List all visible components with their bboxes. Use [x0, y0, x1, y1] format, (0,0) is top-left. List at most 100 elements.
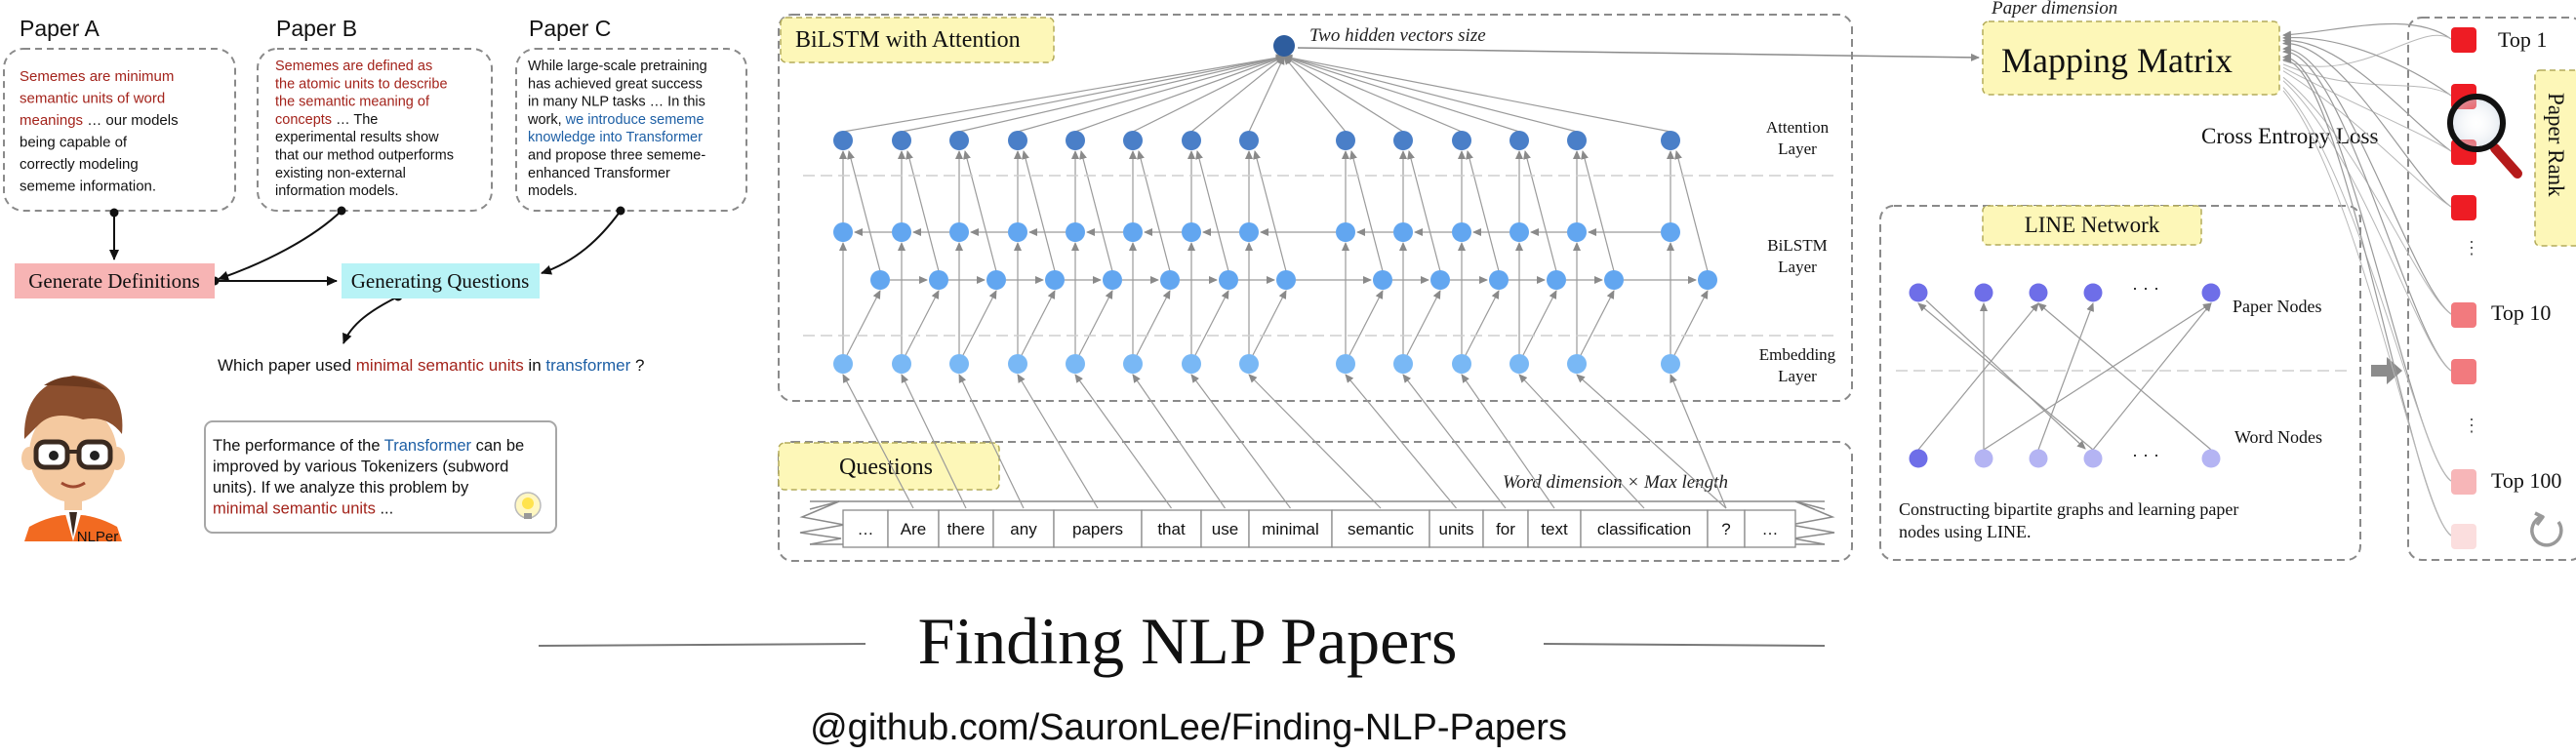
text-run: existing non-external: [275, 166, 406, 181]
speech-text-line: units). If we analyze this problem by: [213, 479, 469, 497]
attention-node: [949, 131, 969, 150]
paper-c-text-line: While large-scale pretraining: [528, 59, 707, 74]
attention-edge: [1283, 56, 1463, 133]
paper-c-text-line: work, we introduce sememe: [527, 112, 704, 128]
paper-a-text-line: being capable of: [20, 135, 128, 151]
attention-node: [892, 131, 911, 150]
embed-to-lower-edge: [1673, 290, 1709, 356]
question-run: Which paper used: [218, 356, 356, 375]
rank-edge-return: [2282, 63, 2452, 97]
lower-to-attention-edge: [1523, 150, 1557, 272]
rank-to-mapping-edges: [2282, 22, 2452, 537]
embed-to-lower-edge: [1021, 290, 1056, 356]
text-run: semantic units of word: [20, 91, 165, 107]
paper-rank-label: Paper Rank: [2544, 93, 2568, 197]
attention-node: [833, 131, 853, 150]
lower-to-attention-edge: [1195, 150, 1229, 272]
speech-text: The performance of the Transformer can b…: [213, 437, 524, 518]
backward-lstm-node: [1567, 222, 1587, 242]
generating-questions-box: [342, 263, 540, 298]
backward-lstm-node: [1182, 222, 1201, 242]
paper-rank-box: [2534, 69, 2576, 247]
backward-lstm-node: [1239, 222, 1259, 242]
token-cell: [1482, 509, 1529, 548]
token-cell: [1248, 509, 1333, 548]
text-run: knowledge into Transformer: [528, 130, 703, 145]
attention-edge: [1190, 56, 1285, 133]
forward-lstm-node: [1430, 270, 1450, 290]
lower-to-attention-edge: [1349, 150, 1384, 272]
lower-to-attention-edge: [963, 150, 997, 272]
question-run: in: [524, 356, 546, 375]
rank-edge-return: [2282, 70, 2452, 208]
token-edge: [1670, 374, 1727, 509]
lower-to-attention-edge: [1466, 150, 1500, 272]
text-run: the semantic meaning of: [275, 95, 430, 110]
paper-c-text-line: has achieved great success: [528, 76, 703, 92]
generate-definitions-label: Generate Definitions: [28, 269, 200, 293]
backward-lstm-node: [1123, 222, 1143, 242]
word-node: [2201, 449, 2221, 468]
attention-edge: [1132, 56, 1285, 133]
forward-lstm-node: [1604, 270, 1624, 290]
text-run: in many NLP tasks … In this: [528, 95, 705, 110]
footer-rule-left: [538, 643, 866, 647]
paper-b-text-line: information models.: [275, 183, 399, 199]
forward-lstm-node: [1698, 270, 1717, 290]
questions-panel: Questions Word dimension × Max length … A…: [778, 374, 1853, 562]
word-node: [1909, 449, 1928, 468]
text-run: Sememes are minimum: [20, 68, 174, 85]
token-cell: [1580, 509, 1709, 548]
backward-lstm-node: [1452, 222, 1471, 242]
embedding-node: [1123, 354, 1143, 374]
question-text: Which paper used minimal semantic units …: [218, 356, 645, 375]
line-edge: [1983, 302, 2212, 451]
attention-node: [1567, 131, 1587, 150]
word-node: [1974, 449, 1993, 468]
token-edge: [1518, 374, 1645, 509]
bilstm-title-box: [780, 17, 1055, 63]
embedding-node: [1182, 354, 1201, 374]
line-network-title: LINE Network: [2025, 213, 2160, 237]
paper-dimension-label: Paper dimension: [1991, 0, 2117, 19]
paper-c-text-line: knowledge into Transformer: [528, 130, 703, 145]
word-node: [2029, 449, 2048, 468]
forward-lstm-node: [1547, 270, 1566, 290]
paper-a-text-line: meanings … our models: [20, 112, 179, 129]
text-run: experimental results show: [275, 130, 439, 145]
text-run: Sememes are defined as: [275, 59, 432, 74]
attention-layer-label: Attention Layer: [1766, 118, 1830, 158]
embedding-node: [892, 354, 911, 374]
rank-item: [2451, 359, 2476, 384]
speech-text-line: minimal semantic units ...: [213, 500, 393, 518]
token-edge: [1017, 374, 1099, 509]
paper-node: [1909, 283, 1928, 302]
embed-to-lower-edge: [1580, 290, 1615, 356]
token-edge: [1132, 374, 1226, 509]
token-text: text: [1541, 520, 1568, 538]
rank-panel: Top 1 Top 10 Top 100 ⋮ ⋮ Paper Rank: [2282, 17, 2576, 561]
paper-a-title: Paper A: [20, 16, 100, 41]
generated-question: Which paper used minimal semantic units …: [218, 356, 645, 375]
lower-to-attention-edge: [1022, 150, 1056, 272]
bilstm-nodes: [833, 35, 1717, 374]
attention-node: [1509, 131, 1529, 150]
token-edge: [1248, 374, 1382, 509]
questions-title: Questions: [839, 455, 933, 480]
backward-lstm-node: [833, 222, 853, 242]
refresh-icon: [2530, 511, 2563, 547]
lower-to-attention-edge: [1079, 150, 1113, 272]
line-network-title-box: [1982, 205, 2202, 246]
backward-lstm-node: [949, 222, 969, 242]
token-edge: [842, 374, 914, 509]
text-run: and propose three sememe-: [528, 148, 705, 164]
backward-lstm-node: [1509, 222, 1529, 242]
embedding-node: [833, 354, 853, 374]
word-nodes-label: Word Nodes: [2234, 427, 2322, 447]
embed-to-lower-edge: [1252, 290, 1287, 356]
word-node: [2083, 449, 2103, 468]
token-row: … Are there any papers that use minimal semantic…: [842, 509, 1796, 548]
rank-edge-return: [2282, 90, 2452, 537]
text-run: ...: [376, 500, 393, 518]
text-run: Transformer: [384, 437, 472, 455]
